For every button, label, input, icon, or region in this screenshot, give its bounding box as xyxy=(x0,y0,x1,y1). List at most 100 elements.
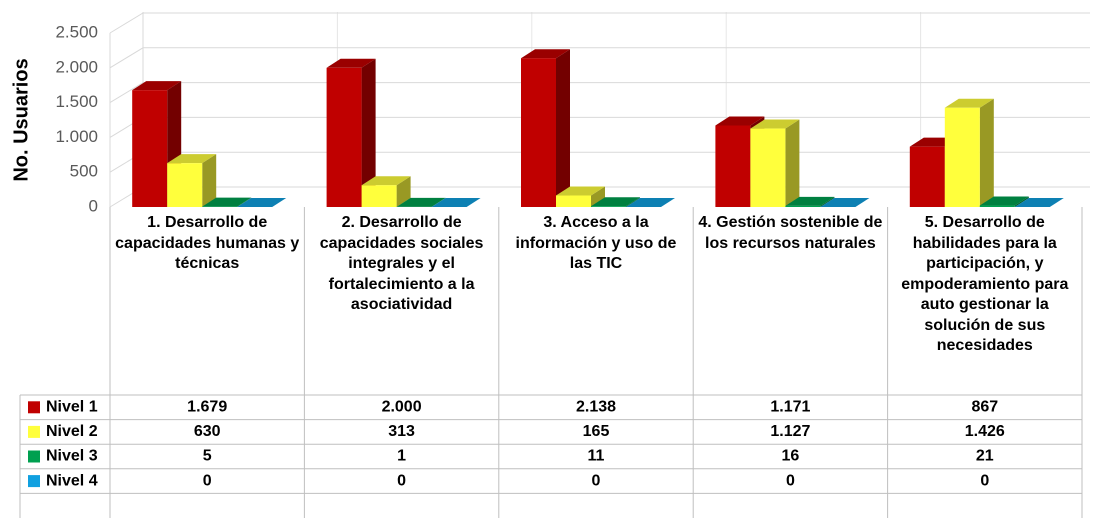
x-tick-label: 3. Acceso a la información y uso de las … xyxy=(515,214,677,272)
table-value: 1.679 xyxy=(187,399,227,416)
bar-front xyxy=(326,67,362,207)
table-value: 0 xyxy=(203,472,212,489)
bar-front xyxy=(132,90,168,207)
bar-top xyxy=(361,176,411,186)
bar-top xyxy=(820,198,870,207)
grid-line xyxy=(109,82,1090,104)
bar-side xyxy=(361,58,376,207)
bar-side xyxy=(626,197,640,207)
table-value: 0 xyxy=(786,472,795,489)
grid-line xyxy=(109,12,1090,34)
bar-top xyxy=(521,49,570,59)
legend-key xyxy=(28,450,40,463)
table-value: 0 xyxy=(397,472,406,489)
bar-side xyxy=(820,196,835,207)
bar-top xyxy=(944,98,994,108)
bar-front xyxy=(556,195,591,207)
bar-side xyxy=(1014,196,1029,207)
bar xyxy=(944,98,994,207)
bar xyxy=(750,119,800,207)
bar-top xyxy=(591,197,640,207)
bar-top xyxy=(626,198,675,207)
bar xyxy=(626,198,675,207)
category-label-box: 2. Desarrollo de capacidades sociales in… xyxy=(319,214,484,313)
bar-top xyxy=(431,198,481,207)
bar xyxy=(132,81,182,207)
bar-side xyxy=(556,49,570,207)
table-value: 1.127 xyxy=(770,423,810,440)
bar xyxy=(556,186,605,207)
y-axis-label: No. Usuarios xyxy=(10,58,32,181)
bar-side xyxy=(591,186,605,207)
y-tick-label: 1.500 xyxy=(55,92,98,111)
bar-top xyxy=(237,198,287,207)
category-label-box: 5. Desarrollo de habilidades para la par… xyxy=(901,214,1069,354)
table-value: 630 xyxy=(194,423,221,440)
bar-front xyxy=(591,206,626,207)
x-tick-label: 5. Desarrollo de habilidades para la par… xyxy=(901,214,1069,354)
legend-label: Nivel 2 xyxy=(46,423,98,440)
bar-top xyxy=(132,81,182,91)
bar xyxy=(326,58,376,207)
bar-side xyxy=(979,98,994,207)
grid-line xyxy=(109,116,1090,138)
table-value: 0 xyxy=(980,472,989,489)
bar-front xyxy=(750,128,786,207)
table-value: 867 xyxy=(971,399,998,416)
x-tick-label: 4. Gestión sostenible de los recursos na… xyxy=(698,214,883,252)
bar-top xyxy=(979,196,1029,206)
table-value: 2.000 xyxy=(382,399,422,416)
bar-front xyxy=(167,163,203,207)
bar xyxy=(237,198,287,207)
table-value: 11 xyxy=(588,448,605,465)
bar xyxy=(167,154,217,207)
bar-top xyxy=(202,197,252,207)
y-tick-label: 1.000 xyxy=(55,127,98,146)
category-label-box: 4. Gestión sostenible de los recursos na… xyxy=(698,214,883,252)
bar-front xyxy=(361,185,397,207)
bar-top xyxy=(785,196,835,206)
bar xyxy=(521,49,570,207)
bar-top xyxy=(1014,198,1064,207)
legend-label: Nivel 1 xyxy=(46,399,98,416)
bar-top xyxy=(167,154,217,164)
bar xyxy=(785,196,835,207)
bar xyxy=(1014,198,1064,207)
category-label-box: 1. Desarrollo de capacidades humanas y t… xyxy=(115,214,300,272)
bar xyxy=(396,197,446,207)
bar-side xyxy=(237,197,252,207)
table-value: 16 xyxy=(782,448,800,465)
bar-front xyxy=(979,205,1015,207)
legend-label: Nivel 4 xyxy=(46,472,98,489)
table-value: 165 xyxy=(583,423,610,440)
table-value: 5 xyxy=(203,448,212,465)
bar-top xyxy=(715,116,765,126)
bar-front xyxy=(715,125,751,207)
bar xyxy=(979,196,1029,207)
bar xyxy=(361,176,411,207)
bar-top xyxy=(326,58,376,68)
table-value: 21 xyxy=(976,448,994,465)
bar-top xyxy=(396,197,446,207)
bar-top xyxy=(750,119,800,129)
bar xyxy=(202,197,252,207)
legend-key xyxy=(28,425,40,438)
y-tick-label: 2.000 xyxy=(55,57,98,76)
x-tick-label: 2. Desarrollo de capacidades sociales in… xyxy=(319,214,484,313)
bar xyxy=(431,198,481,207)
x-tick-label: 1. Desarrollo de capacidades humanas y t… xyxy=(115,214,300,272)
table-value: 1.171 xyxy=(770,399,810,416)
bar-front xyxy=(785,205,821,207)
bar xyxy=(820,198,870,207)
y-tick-label: 0 xyxy=(89,196,98,215)
table-value: 2.138 xyxy=(576,399,616,416)
y-tick-label: 2.500 xyxy=(55,22,98,41)
legend-label: Nivel 3 xyxy=(46,448,98,465)
bar-side xyxy=(396,176,411,207)
bar-side xyxy=(785,119,800,207)
table-value: 1 xyxy=(397,448,406,465)
bar-front xyxy=(909,146,945,207)
table-value: 1.426 xyxy=(965,423,1005,440)
bar-front xyxy=(521,58,556,207)
